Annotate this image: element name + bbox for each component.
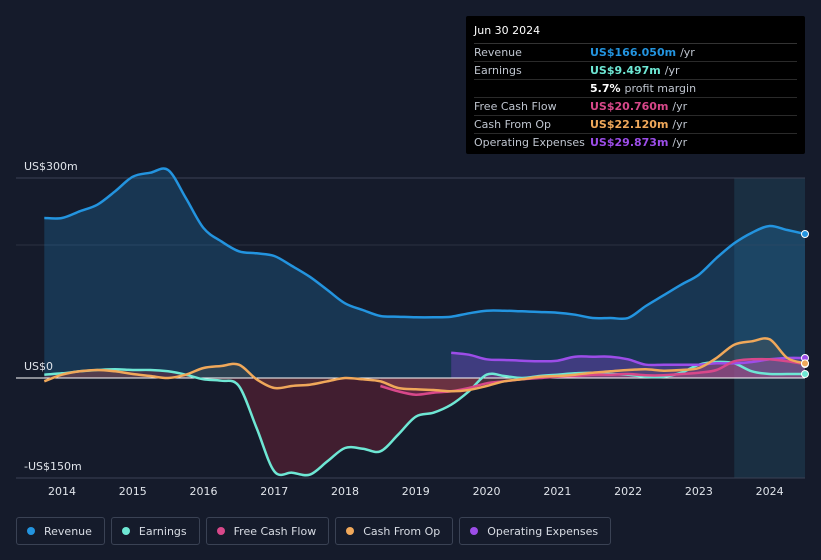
free-cash-flow-area [380,359,805,395]
tooltip-row-label: Free Cash Flow [474,100,557,113]
tooltip-row-value: US$20.760m [590,100,669,113]
revenue-endpoint [801,230,809,238]
tooltip-row: 5.7% profit margin [474,80,797,98]
legend-item-earnings[interactable]: Earnings [110,517,200,545]
x-tick-label: 2020 [473,485,501,498]
y-tick-label-neg150: -US$150m [24,460,82,473]
legend-label: Operating Expenses [487,524,599,538]
tooltip-rows: Revenue US$166.050m/yr Earnings US$9.497m/y… [474,44,797,151]
tooltip-row-label: Operating Expenses [474,136,585,149]
legend-label: Revenue [44,524,92,538]
tooltip-row: Free Cash Flow US$20.760m/yr [474,98,797,116]
x-tick-label: 2019 [402,485,430,498]
revenue-line [44,167,806,321]
legend-label: Earnings [138,524,187,538]
tooltip-row-unit: /yr [672,136,688,149]
tooltip-row-label: Cash From Op [474,118,552,131]
tooltip-date: Jun 30 2024 [474,22,797,44]
x-tick-label: 2015 [119,485,147,498]
series-endpoints [801,230,809,378]
legend-dot-icon [470,527,479,535]
tooltip-row-value: US$166.050m [590,46,677,59]
x-tick-label: 2022 [614,485,642,498]
x-tick-label: 2024 [756,485,784,498]
x-tick-label: 2023 [685,485,713,498]
tooltip-row-label: Earnings [474,64,522,77]
revenue-area [44,168,806,378]
tooltip-row-value: US$29.873m [590,136,669,149]
tooltip-row-value: 5.7% [590,82,621,95]
tooltip-row: Cash From Op US$22.120m/yr [474,116,797,134]
legend-dot-icon [346,527,355,535]
tooltip-row: Earnings US$9.497m/yr [474,62,797,80]
cash-from-op-line [43,337,806,393]
operating-expenses-line [451,351,806,367]
legend-label: Free Cash Flow [233,524,317,538]
x-tick-label: 2016 [190,485,218,498]
tooltip-row-label: Revenue [474,46,522,59]
y-tick-label-300: US$300m [24,160,78,173]
tooltip-row-value: US$22.120m [590,118,669,131]
tooltip-row-value: US$9.497m [590,64,661,77]
legend-item-cash-from-op[interactable]: Cash From Op [335,517,454,545]
x-tick-label: 2014 [48,485,76,498]
cash-from-op-area [44,338,806,392]
x-axis-ticks: 2014 2015 2016 2017 2018 2019 2020 2021 2022 2023… [48,485,784,498]
legend-dot-icon [27,527,35,535]
tooltip-row: Operating Expenses US$29.873m/yr [474,134,797,151]
legend-item-operating-expenses[interactable]: Operating Expenses [459,517,612,545]
x-tick-label: 2017 [260,485,288,498]
series-areas [44,168,806,476]
legend: Revenue Earnings Free Cash Flow Cash From O… [16,517,612,545]
x-tick-label: 2021 [543,485,571,498]
cash-from-op-endpoint [801,359,809,368]
tooltip-row-unit: profit margin [624,82,697,95]
legend-item-free-cash-flow[interactable]: Free Cash Flow [205,517,330,545]
tooltip-row-unit: /yr [664,64,680,77]
operating-expenses-area [451,352,805,378]
legend-item-revenue[interactable]: Revenue [16,517,105,545]
x-tick-label: 2018 [331,485,359,498]
tooltip-panel: Jun 30 2024 Revenue US$166.050m/yr Earning… [466,16,805,154]
series-lines [43,167,806,477]
tooltip-row-unit: /yr [672,118,688,131]
legend-dot-icon [121,527,130,535]
tooltip-row: Revenue US$166.050m/yr [474,44,797,62]
tooltip-row-label [474,80,590,97]
y-tick-label-0: US$0 [24,360,53,373]
earnings-endpoint [801,370,809,378]
forecast-shade [734,178,805,478]
legend-dot-icon [216,527,225,535]
legend-label: Cash From Op [363,524,441,538]
tooltip-row-unit: /yr [672,100,688,113]
tooltip-row-unit: /yr [680,46,695,59]
